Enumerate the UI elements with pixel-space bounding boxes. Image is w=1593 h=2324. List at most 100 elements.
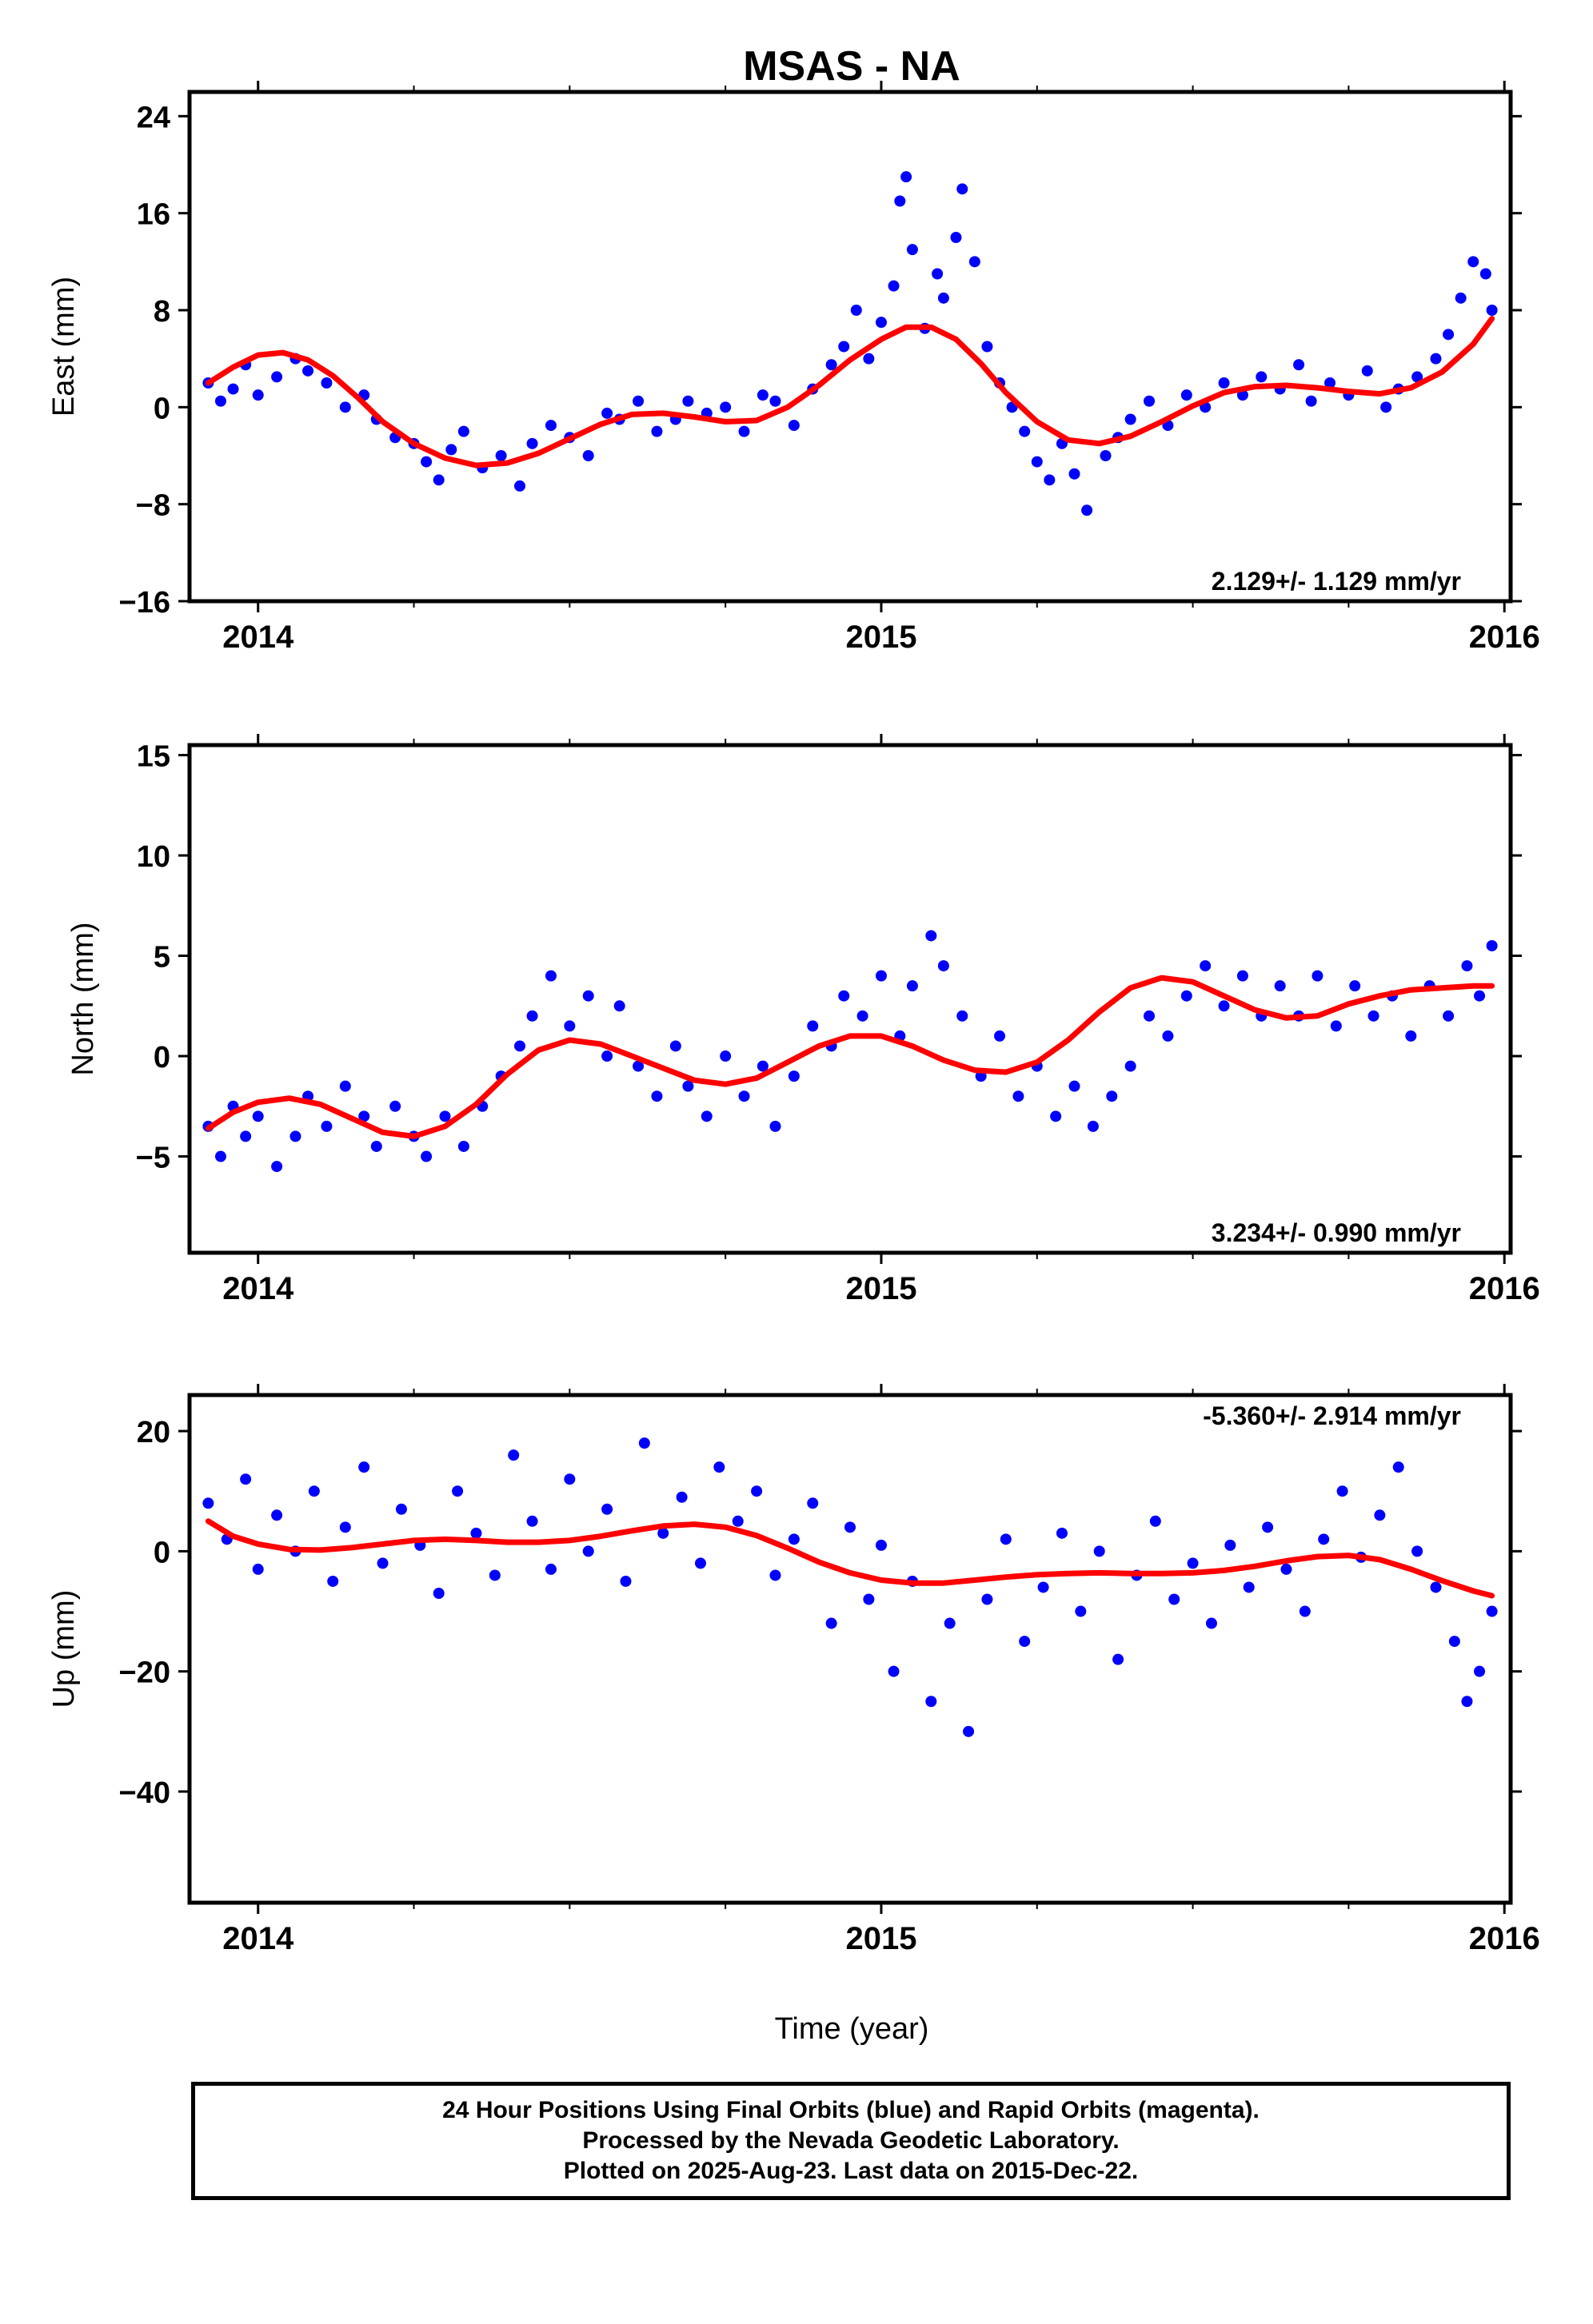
data-point	[769, 395, 781, 407]
data-point	[601, 1503, 613, 1515]
data-point	[1218, 377, 1230, 389]
data-point	[1050, 1110, 1062, 1122]
data-point	[863, 353, 875, 365]
data-point	[1474, 990, 1486, 1002]
data-point	[377, 1557, 389, 1569]
data-point	[925, 1696, 937, 1708]
data-point	[825, 1617, 837, 1629]
data-point	[1144, 1010, 1156, 1022]
data-point	[1474, 1665, 1486, 1677]
data-point	[514, 480, 525, 492]
up-y-axis-label: Up (mm)	[47, 1590, 81, 1708]
data-point	[651, 1090, 663, 1102]
data-point	[676, 1491, 688, 1503]
data-point	[633, 395, 645, 407]
data-point	[289, 1130, 301, 1142]
data-point	[339, 401, 351, 413]
data-point	[1486, 305, 1498, 316]
data-point	[856, 1010, 868, 1022]
data-point	[308, 1485, 320, 1497]
data-point	[564, 1473, 576, 1485]
data-point	[389, 1100, 401, 1112]
x-tick-label: 2015	[845, 620, 916, 655]
north-fit-line	[205, 975, 1495, 1139]
data-point	[433, 1587, 445, 1599]
data-point	[1075, 1605, 1087, 1617]
y-tick-label: 10	[137, 840, 170, 874]
data-point	[302, 365, 314, 377]
data-point	[888, 1665, 900, 1677]
data-point	[633, 1060, 645, 1072]
data-point	[1349, 980, 1361, 992]
y-tick-label: 16	[137, 198, 170, 232]
data-point	[370, 1140, 382, 1152]
data-point	[1093, 1545, 1105, 1557]
east-panel: 2014 2015 2016 24 16 8 0 −8 −16 East (mm) 2.129+/-…	[47, 81, 1540, 655]
data-point	[1056, 1527, 1068, 1539]
data-point	[713, 1461, 725, 1473]
data-point	[1262, 1521, 1274, 1533]
data-point	[202, 1497, 214, 1509]
data-point	[358, 1110, 370, 1122]
y-tick-label: 20	[137, 1416, 170, 1449]
data-point	[694, 1557, 706, 1569]
data-point	[1293, 359, 1305, 371]
data-point	[738, 425, 750, 437]
data-point	[657, 1527, 669, 1539]
x-tick-label: 2016	[1469, 1271, 1540, 1306]
y-tick-label: 24	[137, 101, 170, 134]
data-point	[1187, 1557, 1199, 1569]
data-point	[457, 425, 469, 437]
data-point	[1443, 1010, 1455, 1022]
north-rate-label: 3.234+/- 0.990 mm/yr	[1212, 1218, 1461, 1247]
data-point	[769, 1569, 781, 1581]
data-point	[1243, 1581, 1255, 1593]
data-point	[1087, 1120, 1099, 1132]
data-point	[956, 1010, 968, 1022]
x-tick-label: 2015	[845, 1921, 916, 1956]
data-point	[850, 305, 862, 316]
data-point	[1112, 1653, 1124, 1665]
data-point	[1392, 1461, 1404, 1473]
data-point	[863, 1593, 875, 1605]
y-tick-label: 0	[154, 1041, 170, 1074]
data-point	[1280, 1563, 1292, 1575]
data-point	[950, 232, 962, 243]
data-point	[638, 1437, 650, 1449]
data-point	[495, 450, 507, 461]
data-point	[214, 1150, 226, 1162]
footer-line-3: Plotted on 2025-Aug-23. Last data on 201…	[563, 2158, 1139, 2184]
data-point	[738, 1090, 750, 1102]
data-point	[252, 389, 264, 401]
data-point	[1411, 1545, 1423, 1557]
data-point	[421, 1150, 433, 1162]
chart-title: MSAS - NA	[743, 43, 960, 90]
data-point	[788, 420, 800, 432]
data-point	[769, 1120, 781, 1132]
data-point	[701, 1110, 713, 1122]
data-point	[1361, 365, 1373, 377]
data-point	[900, 171, 912, 183]
data-point	[1037, 1581, 1049, 1593]
data-point	[214, 395, 226, 407]
y-tick-label: 15	[137, 740, 170, 774]
data-point	[339, 1080, 351, 1092]
data-point	[545, 1563, 557, 1575]
data-point	[1312, 970, 1324, 982]
north-frame	[187, 743, 1513, 1255]
data-point	[1448, 1636, 1460, 1648]
data-point	[582, 990, 594, 1002]
data-point	[838, 341, 850, 353]
data-point	[844, 1521, 856, 1533]
data-point	[227, 383, 239, 395]
data-point	[1430, 353, 1442, 365]
east-fit-line	[205, 316, 1495, 468]
data-point	[457, 1140, 469, 1152]
data-point	[1200, 960, 1212, 972]
data-point	[788, 1070, 800, 1082]
data-point	[981, 341, 993, 353]
data-point	[1380, 401, 1392, 413]
y-tick-label: 0	[154, 1536, 170, 1569]
data-point	[906, 980, 918, 992]
data-point	[601, 407, 613, 419]
